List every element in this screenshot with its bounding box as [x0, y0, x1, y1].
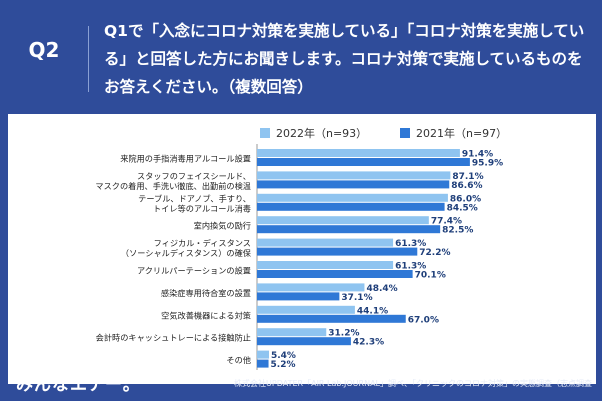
bar-2022 [257, 216, 429, 225]
bar-2022 [257, 350, 269, 359]
category-label: フィジカル・ディスタンス [154, 238, 251, 248]
data-label: 70.1% [415, 271, 446, 281]
data-label: 61.3% [395, 262, 426, 272]
data-label: 31.2% [328, 329, 359, 339]
data-label: 48.4% [366, 284, 397, 294]
data-label: 77.4% [431, 217, 462, 227]
data-label: 5.4% [271, 351, 296, 361]
category-label: マスクの着用、手洗い徹底、出勤前の検温 [95, 181, 251, 191]
bar-chart: 2022年（n=93） 2021年（n=97） 来院用の手指消毒用アルコール設置 91… [95, 126, 507, 370]
bar-2021 [257, 180, 450, 189]
data-label: 61.3% [395, 239, 426, 249]
legend-swatch-0 [260, 128, 270, 138]
bar-2022 [257, 193, 448, 202]
source-note: 株式会社UPDATER「AIR Lab.JOURNAL」調べ、「クリニックのコロ… [234, 379, 592, 388]
category-label: 空気改善機器による対策 [161, 310, 251, 320]
category-label: 来院用の手指消毒用アルコール設置 [120, 154, 251, 164]
data-label: 5.2% [271, 360, 296, 370]
category-label: スタッフのフェイスシールド、 [137, 171, 251, 181]
legend-label-0: 2022年（n=93） [276, 126, 367, 140]
question-text: Q1で「入念にコロナ対策を実施している」「コロナ対策を実施している」と回答した方… [104, 22, 585, 96]
bar-2021 [257, 225, 441, 234]
bar-2022 [257, 328, 327, 337]
bar-2021 [257, 247, 418, 256]
legend-label-1: 2021年（n=97） [416, 126, 507, 140]
bar-2021 [257, 292, 340, 301]
data-label: 91.4% [462, 150, 493, 160]
bar-2022 [257, 305, 355, 314]
question-header: Q2 Q1で「入念にコロナ対策を実施している」「コロナ対策を実施している」と回答… [0, 0, 602, 112]
header-divider [88, 26, 89, 92]
bar-2021 [257, 314, 406, 323]
chart-panel: 2022年（n=93） 2021年（n=97） 来院用の手指消毒用アルコール設置 91… [8, 114, 596, 384]
data-label: 44.1% [357, 306, 388, 316]
category-label: 会計時のキャッシュトレーによる接触防止 [96, 333, 251, 343]
data-label: 72.2% [419, 248, 450, 258]
bar-2021 [257, 202, 445, 211]
question-number: Q2 [28, 38, 60, 62]
category-label: 室内換気の励行 [194, 221, 251, 231]
data-label: 37.1% [341, 293, 372, 303]
data-label: 87.1% [452, 172, 483, 182]
bar-2021 [257, 359, 269, 368]
data-label: 42.3% [353, 338, 384, 348]
data-label: 95.9% [472, 159, 503, 169]
bar-2022 [257, 261, 394, 269]
bar-2022 [257, 283, 365, 292]
data-label: 86.6% [451, 181, 482, 191]
data-label: 67.0% [408, 315, 439, 325]
bar-2022 [257, 238, 394, 247]
bar-2022 [257, 149, 460, 157]
bar-2021 [257, 158, 470, 166]
category-label: テーブル、ドアノブ、手すり、 [138, 193, 251, 203]
category-label: 感染症専用待合室の設置 [161, 288, 251, 298]
category-label: その他 [226, 355, 251, 365]
bar-2022 [257, 171, 451, 180]
category-label: アクリルパーテーションの設置 [137, 266, 251, 276]
bar-2021 [257, 337, 351, 346]
legend-swatch-1 [400, 128, 410, 138]
data-label: 84.5% [447, 203, 478, 213]
data-label: 82.5% [442, 226, 473, 236]
brand-logo: みんなエアー。 [16, 375, 141, 395]
category-label: （ソーシャルディスタンス）の確保 [121, 248, 252, 258]
bar-2021 [257, 270, 413, 278]
category-label: トイレ等のアルコール消毒 [153, 203, 251, 213]
data-label: 86.0% [450, 194, 481, 204]
